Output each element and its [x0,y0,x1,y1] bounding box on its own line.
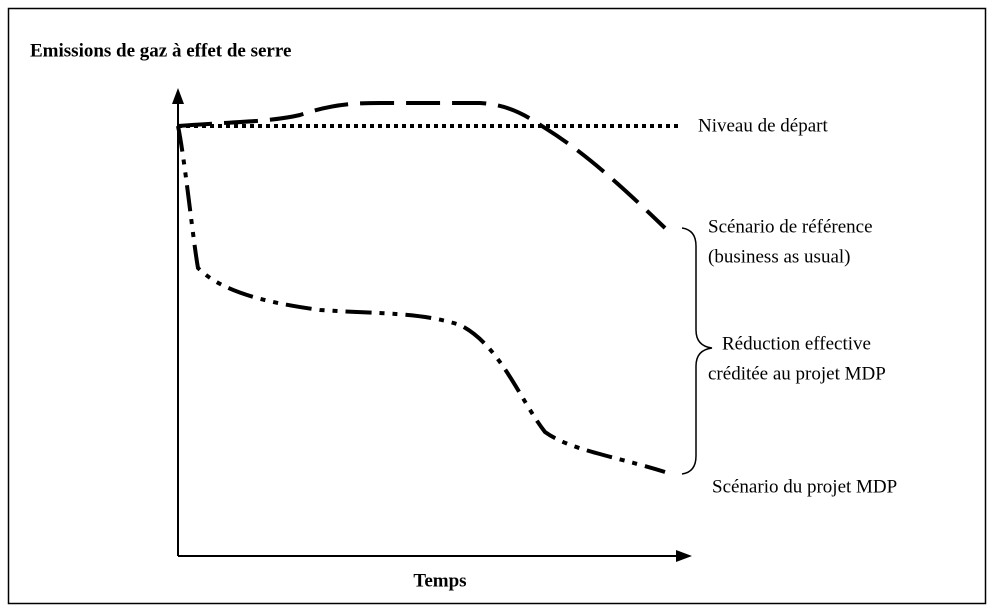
y-axis-arrow [172,88,184,104]
reference-label: Scénario de référence [708,216,873,237]
project-label: Scénario du projet MDP [712,476,897,497]
reference-curve [177,101,667,230]
project-curve [176,125,666,474]
x-axis-title: Temps [413,570,466,591]
reference-label: (business as usual) [708,246,850,267]
reduction-label: Réduction effective [722,333,871,354]
reduction-label: créditée au projet MDP [708,363,886,384]
brace [681,227,713,475]
baseline-label: Niveau de départ [698,115,828,136]
frame [7,7,987,605]
x-axis-arrow [676,550,692,562]
y-axis-title: Emissions de gaz à effet de serre [30,40,291,61]
